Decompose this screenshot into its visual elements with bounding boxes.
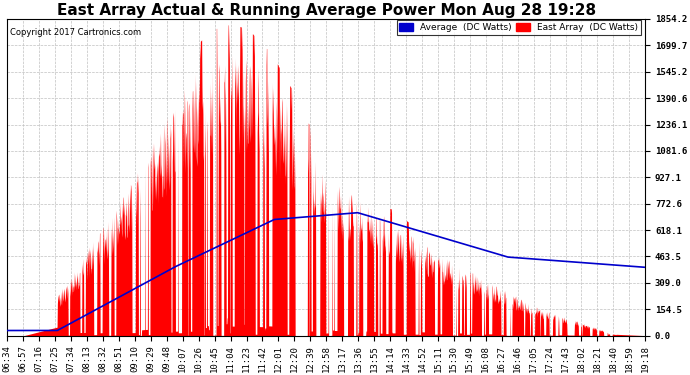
Title: East Array Actual & Running Average Power Mon Aug 28 19:28: East Array Actual & Running Average Powe…: [57, 3, 596, 18]
Legend: Average  (DC Watts), East Array  (DC Watts): Average (DC Watts), East Array (DC Watts…: [397, 20, 641, 35]
Text: Copyright 2017 Cartronics.com: Copyright 2017 Cartronics.com: [10, 28, 141, 38]
